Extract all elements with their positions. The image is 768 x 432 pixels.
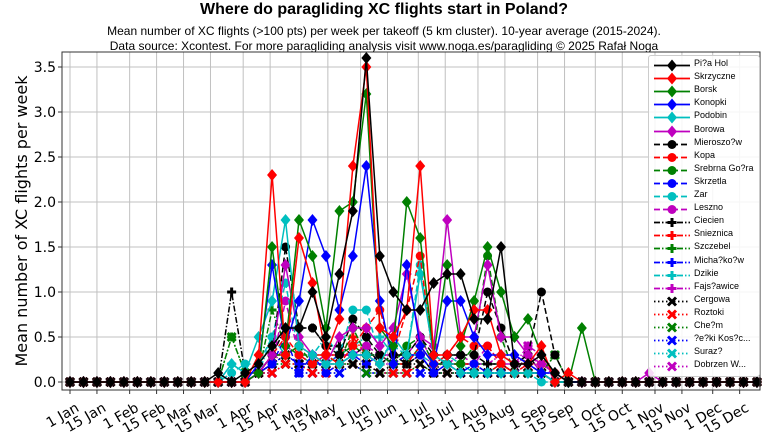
legend-item: Skrzyczne (649, 71, 759, 85)
legend-item: Cergowa (649, 293, 759, 308)
legend-label: Podobin (694, 110, 728, 121)
legend-item: Snieznica (649, 228, 759, 242)
legend-swatch-icon (654, 322, 690, 333)
legend-label: ?e?ki Kos?c... (694, 333, 751, 344)
legend-swatch-icon (654, 165, 690, 175)
legend-swatch-icon (654, 244, 690, 254)
legend-label: Suraz? (694, 346, 723, 357)
legend-item: Srebrna Go?ra (649, 162, 759, 177)
legend-item: Mieroszo?w (649, 136, 759, 151)
legend-label: Micha?ko?w (694, 254, 745, 265)
legend-item: Kopa (649, 149, 759, 164)
legend-label: Che?m (694, 320, 724, 330)
legend-swatch-icon (654, 205, 690, 215)
legend-item: Che?m (649, 320, 759, 334)
legend-swatch-icon (654, 309, 690, 320)
y-axis: 0.0 0.5 1.0 1.5 2.0 2.5 3.0 3.5 (34, 60, 62, 391)
legend-label: Leszno (694, 202, 724, 213)
legend-item: Dobrzen W... (649, 359, 759, 373)
series-lines (64, 52, 763, 388)
y-tick-label: 1.0 (34, 285, 56, 301)
legend-label: Kopa (694, 149, 716, 160)
legend-label: Roztoki (694, 306, 725, 317)
chart-source-credit: Data source: Xcontest. For more paraglid… (109, 39, 659, 53)
legend-label: Szczebel (694, 241, 731, 252)
legend-item: Fajs?awice (649, 280, 759, 295)
legend-swatch-icon (654, 59, 690, 72)
legend-swatch-icon (654, 152, 690, 162)
legend-swatch-icon (654, 218, 690, 228)
legend-swatch-icon (654, 98, 690, 111)
legend-item: Suraz? (649, 346, 759, 360)
legend-label: Snieznica (694, 228, 734, 239)
legend-label: Dobrzen W... (694, 359, 747, 370)
legend-swatch-icon (654, 348, 690, 359)
legend-swatch-icon (654, 139, 690, 149)
legend-label: Zar (694, 189, 708, 199)
chart-title: Where do paragliding XC flights start in… (199, 1, 568, 18)
legend: Pi?a Hol Skrzyczne Borsk Konopki Podobin Boro… (648, 55, 760, 377)
legend-label: Dzikie (694, 267, 719, 278)
legend-label: Fajs?awice (694, 280, 740, 291)
legend-item: Borowa (649, 123, 759, 138)
y-tick-label: 2.0 (34, 195, 56, 211)
legend-swatch-icon (654, 125, 690, 137)
legend-item: Szczebel (649, 241, 759, 255)
y-tick-label: 0.5 (34, 330, 56, 346)
legend-swatch-icon (654, 72, 690, 85)
legend-swatch-icon (654, 192, 690, 201)
legend-swatch-icon (654, 257, 690, 267)
legend-item: Borsk (649, 84, 759, 98)
legend-swatch-icon (654, 296, 690, 307)
y-tick-label: 3.5 (34, 60, 56, 76)
legend-swatch-icon (654, 335, 690, 346)
legend-item: Roztoki (649, 306, 759, 321)
y-tick-label: 3.0 (34, 105, 56, 121)
legend-swatch-icon (654, 178, 690, 188)
legend-label: Ciecien (694, 215, 725, 226)
legend-label: Borsk (694, 84, 718, 95)
legend-item: Leszno (649, 202, 759, 216)
legend-item: Skrzetla (649, 175, 759, 190)
legend-swatch-icon (654, 270, 690, 280)
legend-label: Mieroszo?w (694, 136, 743, 147)
legend-label: Konopki (694, 97, 727, 108)
legend-item: Podobin (649, 110, 759, 124)
y-tick-label: 1.5 (34, 240, 56, 256)
legend-label: Skrzyczne (694, 71, 736, 82)
chart-subtitle: Mean number of XC flights (>100 pts) per… (107, 24, 661, 38)
legend-item: Zar (649, 189, 759, 203)
legend-swatch-icon (654, 361, 690, 372)
legend-swatch-icon (654, 231, 690, 241)
plot-frame (61, 51, 761, 391)
legend-label: Cergowa (694, 293, 731, 304)
y-tick-label: 2.5 (34, 150, 56, 166)
legend-item: Pi?a Hol (649, 58, 759, 72)
legend-item: Dzikie (649, 267, 759, 282)
y-tick-label: 0.0 (34, 375, 56, 391)
legend-item: Ciecien (649, 215, 759, 229)
legend-swatch-icon (654, 111, 690, 124)
legend-item: ?e?ki Kos?c... (649, 333, 759, 347)
legend-label: Srebrna Go?ra (694, 162, 754, 173)
legend-label: Skrzetla (694, 175, 727, 186)
legend-item: Konopki (649, 97, 759, 111)
legend-swatch-icon (654, 85, 690, 98)
legend-label: Pi?a Hol (694, 58, 729, 68)
legend-swatch-icon (654, 283, 690, 293)
y-axis-label: Mean number of XC flights per week (12, 75, 31, 367)
legend-item: Micha?ko?w (649, 254, 759, 269)
series-pi-a-hol (65, 52, 762, 388)
legend-label: Borowa (694, 123, 725, 134)
